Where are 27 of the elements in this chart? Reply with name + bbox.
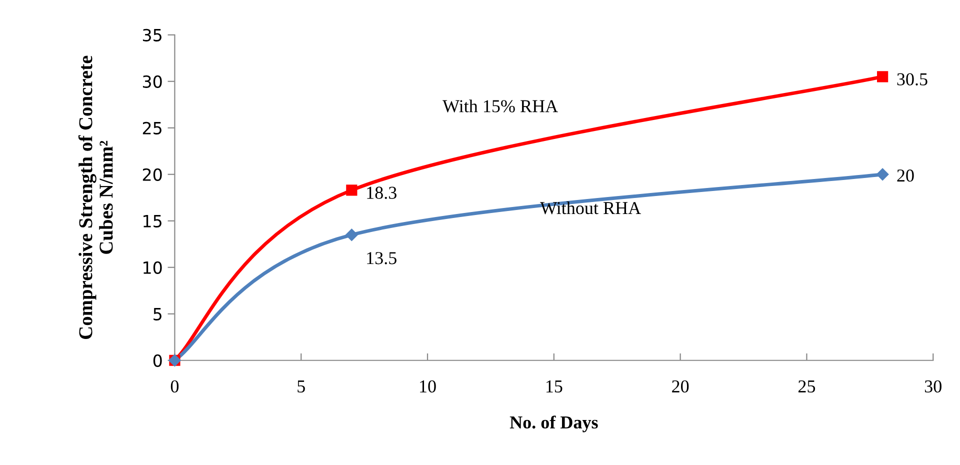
y-tick-label: 5 [154, 308, 162, 320]
x-tick-label: 30 [924, 380, 942, 393]
data-label: 18.3 [367, 186, 396, 199]
y-axis-title: Compressive Strength of Concrete Cubes N/mm² [78, 56, 113, 339]
y-tick-label: 10 [144, 261, 162, 274]
data-label: 13.5 [367, 252, 396, 264]
x-tick-label: 15 [546, 380, 562, 393]
y-tick-label: 0 [153, 354, 162, 367]
y-tick-label: 25 [142, 122, 162, 134]
point [876, 168, 889, 180]
series-label: Without RHA [540, 201, 641, 214]
x-tick-label: 10 [420, 380, 436, 393]
x-tick-label: 20 [672, 380, 689, 393]
point [877, 71, 888, 82]
data-label: 30.5 [897, 73, 928, 86]
series-label: With 15% RHA [442, 100, 558, 112]
x-axis-title: No. of Days [510, 416, 598, 432]
y-tick-label: 20 [142, 168, 162, 181]
y-tick-label: 35 [142, 28, 162, 42]
point [346, 184, 358, 196]
y-tick-label: 30 [142, 75, 162, 88]
x-tick-label: 5 [298, 380, 305, 393]
x-tick-label: 25 [798, 380, 816, 393]
y-tick-label: 15 [144, 215, 162, 228]
x-tick-label: 0 [170, 380, 179, 393]
data-label: 20 [897, 169, 914, 182]
point [346, 228, 358, 241]
